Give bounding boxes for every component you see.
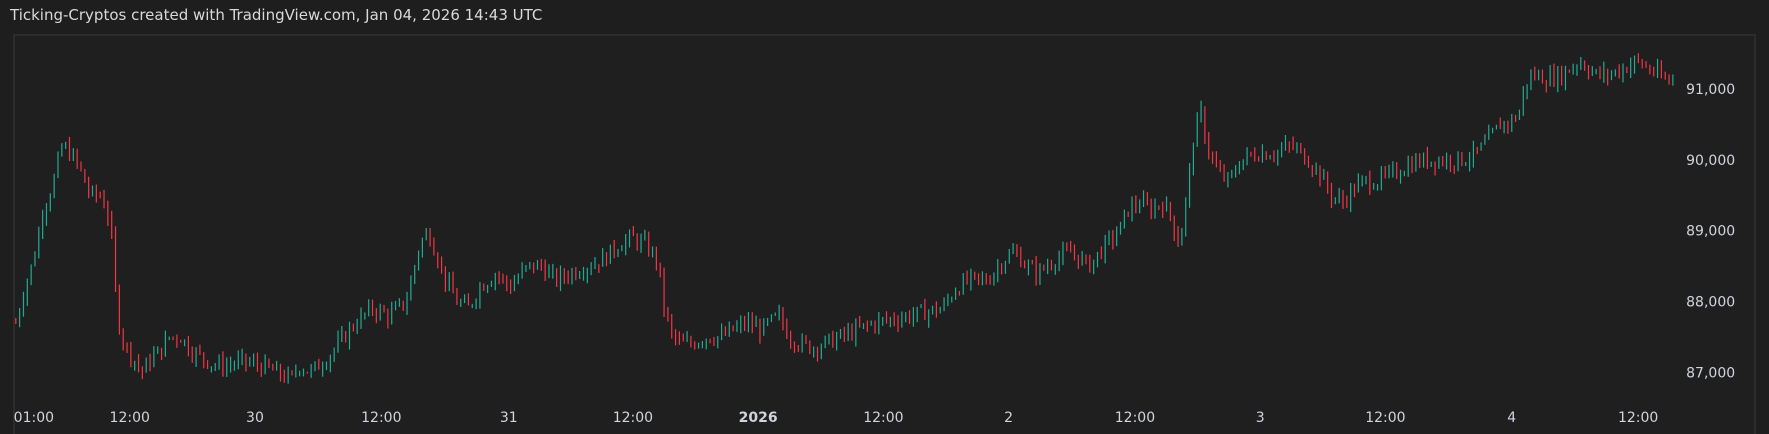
- time-axis-label: 2026: [739, 410, 778, 426]
- price-axis-label: 87,000: [1686, 365, 1735, 381]
- time-axis-label: 01:00: [14, 410, 54, 426]
- price-axis-label: 91,000: [1686, 82, 1735, 98]
- header-title: Ticking-Cryptos created with TradingView…: [10, 6, 543, 24]
- time-axis-label: 3: [1256, 410, 1265, 426]
- time-axis-label: 4: [1507, 410, 1516, 426]
- chart-pane[interactable]: [13, 34, 1756, 434]
- time-axis-label: 12:00: [1618, 410, 1658, 426]
- ohlc-bars: [15, 53, 1674, 384]
- time-axis-label: 12:00: [613, 410, 653, 426]
- time-axis[interactable]: 01:00 12:00 30 12:00 31 12:00 2026 12:00 2 12:00 3…: [14, 410, 1659, 426]
- time-axis-label: 12:00: [1365, 410, 1405, 426]
- time-axis-label: 12:00: [1115, 410, 1155, 426]
- time-axis-label: 12:00: [110, 410, 150, 426]
- time-axis-label: 31: [500, 410, 518, 426]
- price-axis-label: 88,000: [1686, 295, 1735, 311]
- price-axis-label: 90,000: [1686, 153, 1735, 169]
- time-axis-label: 30: [246, 410, 264, 426]
- chart-header: Ticking-Cryptos created with TradingView…: [10, 6, 542, 24]
- price-axis[interactable]: 91,000 90,000 89,000 88,000 87,000: [1686, 82, 1735, 381]
- time-axis-label: 12:00: [863, 410, 903, 426]
- time-axis-label: 2: [1004, 410, 1013, 426]
- price-axis-label: 89,000: [1686, 224, 1735, 240]
- time-axis-label: 12:00: [361, 410, 401, 426]
